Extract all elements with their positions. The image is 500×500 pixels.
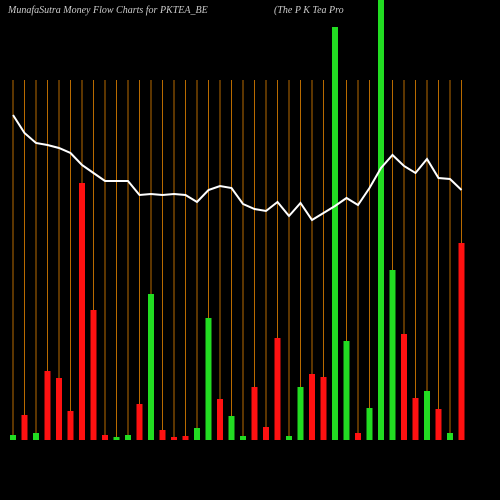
bar <box>412 398 419 440</box>
bar <box>424 391 430 440</box>
bar <box>44 371 51 440</box>
chart-subtitle: (The P K Tea Pro <box>274 5 344 16</box>
bar <box>309 374 315 440</box>
bar <box>286 436 292 440</box>
bar <box>228 416 235 440</box>
bar <box>217 399 223 440</box>
bar <box>205 318 212 440</box>
bar <box>435 409 442 440</box>
bar <box>240 436 246 440</box>
bar <box>136 404 143 440</box>
line <box>12 114 463 222</box>
bar <box>10 435 16 440</box>
bar <box>366 408 373 440</box>
bar <box>355 433 361 440</box>
bar <box>447 433 453 440</box>
bars <box>10 0 465 440</box>
bar <box>125 435 131 440</box>
bar <box>389 270 396 440</box>
bar <box>320 377 327 440</box>
bar <box>274 338 281 440</box>
bar <box>378 0 384 440</box>
bar <box>297 387 304 440</box>
bar <box>79 183 85 440</box>
bar <box>102 435 108 440</box>
bar <box>90 310 97 440</box>
bar <box>171 437 177 440</box>
bar <box>148 294 154 440</box>
bar <box>67 411 74 440</box>
bar <box>182 436 189 440</box>
chart-title: MunafaSutra Money Flow Charts for PKTEA_… <box>7 5 208 16</box>
bar <box>458 243 465 440</box>
bar <box>251 387 258 440</box>
bar <box>401 334 407 440</box>
bar <box>194 428 200 440</box>
bar <box>21 415 28 440</box>
bar <box>263 427 269 440</box>
bar <box>159 430 166 440</box>
bar <box>33 433 39 440</box>
bar <box>343 341 350 440</box>
bar <box>113 437 120 440</box>
bar <box>332 27 338 440</box>
bar <box>56 378 62 440</box>
